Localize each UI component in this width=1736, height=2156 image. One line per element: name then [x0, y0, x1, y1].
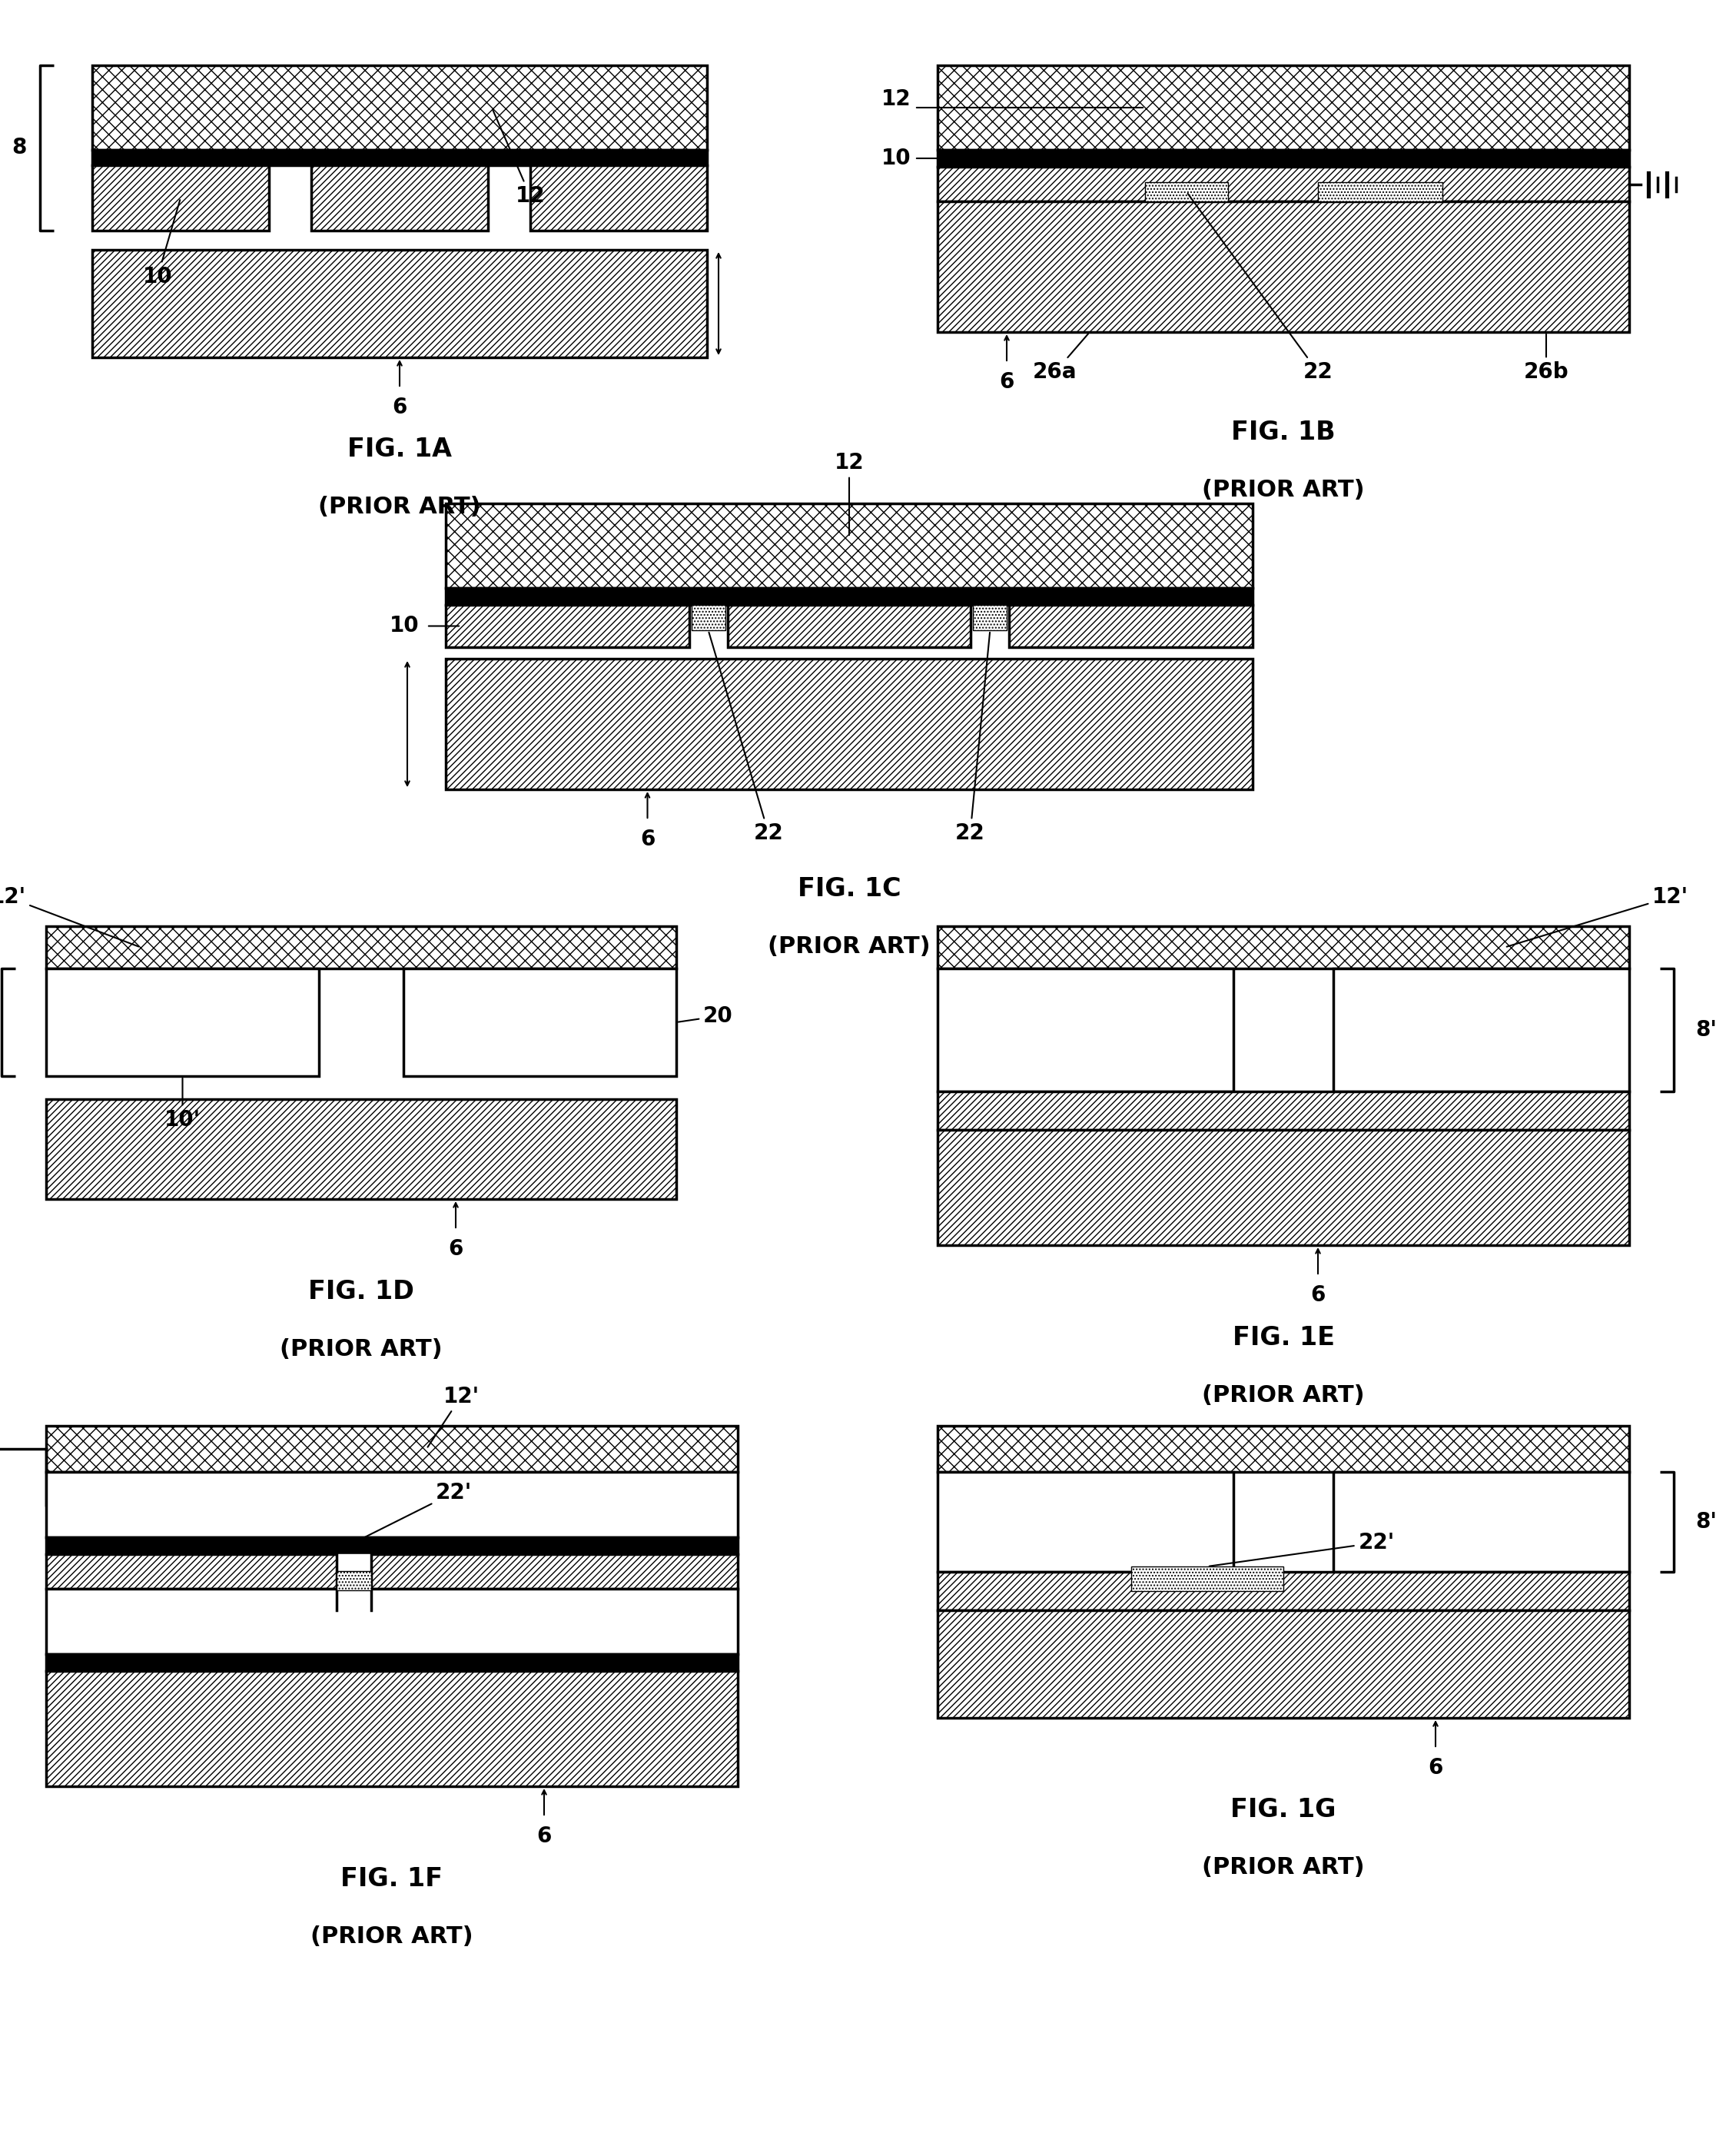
- Text: 22: 22: [955, 632, 990, 843]
- Text: FIG. 1F: FIG. 1F: [340, 1865, 443, 1891]
- Text: 26a: 26a: [1033, 334, 1088, 384]
- Bar: [1009, 606, 1253, 647]
- Text: 12': 12': [1507, 886, 1689, 946]
- Bar: [337, 1572, 372, 1591]
- Text: FIG. 1E: FIG. 1E: [1233, 1324, 1335, 1350]
- Bar: [92, 151, 707, 166]
- Text: FIG. 1B: FIG. 1B: [1231, 418, 1335, 444]
- Text: (PRIOR ART): (PRIOR ART): [279, 1337, 443, 1360]
- Bar: [47, 1100, 677, 1199]
- Bar: [937, 1611, 1628, 1718]
- Bar: [446, 660, 1253, 789]
- Bar: [47, 968, 319, 1076]
- Text: 12: 12: [880, 88, 911, 110]
- Polygon shape: [337, 1554, 372, 1611]
- Bar: [937, 1425, 1628, 1473]
- Bar: [47, 1425, 738, 1473]
- Bar: [1333, 1473, 1628, 1572]
- Bar: [937, 166, 1628, 201]
- Text: 10': 10': [165, 1078, 201, 1130]
- Text: 22': 22': [1210, 1533, 1394, 1565]
- Bar: [937, 201, 1628, 332]
- Text: 10: 10: [142, 201, 181, 287]
- Text: (PRIOR ART): (PRIOR ART): [1201, 1856, 1364, 1878]
- Bar: [92, 250, 707, 358]
- Text: 6: 6: [1000, 371, 1014, 392]
- Bar: [47, 927, 677, 968]
- Bar: [937, 1572, 1628, 1611]
- Text: FIG. 1D: FIG. 1D: [309, 1279, 415, 1304]
- Text: 8': 8': [1696, 1020, 1717, 1041]
- Bar: [974, 606, 1007, 630]
- Bar: [1318, 183, 1443, 201]
- Text: 12': 12': [0, 886, 139, 946]
- Bar: [47, 1589, 738, 1654]
- Text: (PRIOR ART): (PRIOR ART): [318, 496, 481, 517]
- Bar: [92, 65, 707, 151]
- Text: 6: 6: [448, 1238, 464, 1259]
- Bar: [311, 166, 488, 231]
- Text: 8': 8': [1696, 1511, 1717, 1533]
- Bar: [47, 1537, 738, 1554]
- Text: 8: 8: [12, 138, 26, 160]
- Text: 6: 6: [641, 828, 654, 849]
- Bar: [403, 968, 677, 1076]
- Text: 10: 10: [389, 614, 418, 636]
- Bar: [1333, 968, 1628, 1091]
- Bar: [47, 1473, 738, 1537]
- Text: 12: 12: [835, 453, 865, 535]
- Text: FIG. 1C: FIG. 1C: [797, 877, 901, 901]
- Bar: [691, 606, 726, 630]
- Text: 26b: 26b: [1524, 334, 1569, 384]
- Bar: [529, 166, 707, 231]
- Bar: [47, 1671, 738, 1787]
- Text: 22': 22': [356, 1481, 472, 1542]
- Bar: [937, 151, 1628, 166]
- Text: (PRIOR ART): (PRIOR ART): [1201, 1384, 1364, 1406]
- Bar: [937, 927, 1628, 968]
- Bar: [446, 505, 1253, 589]
- Text: 20: 20: [679, 1005, 733, 1026]
- Bar: [937, 1473, 1233, 1572]
- Text: FIG. 1G: FIG. 1G: [1231, 1798, 1337, 1822]
- Text: 22: 22: [1187, 194, 1333, 384]
- Text: 22: 22: [708, 632, 783, 843]
- Bar: [937, 1091, 1628, 1130]
- Text: 6: 6: [1311, 1285, 1325, 1307]
- Bar: [1146, 183, 1227, 201]
- Bar: [937, 1130, 1628, 1246]
- Bar: [1132, 1567, 1283, 1591]
- Text: 6: 6: [1429, 1757, 1443, 1779]
- Bar: [446, 589, 1253, 606]
- Text: (PRIOR ART): (PRIOR ART): [767, 936, 930, 957]
- Bar: [446, 606, 689, 647]
- Bar: [727, 606, 970, 647]
- Text: 6: 6: [392, 397, 406, 418]
- Bar: [937, 65, 1628, 151]
- Text: (PRIOR ART): (PRIOR ART): [1201, 479, 1364, 500]
- Text: 12: 12: [493, 110, 545, 207]
- Text: (PRIOR ART): (PRIOR ART): [311, 1925, 474, 1947]
- Text: FIG. 1A: FIG. 1A: [347, 438, 451, 461]
- Bar: [47, 1554, 738, 1589]
- Text: 10: 10: [880, 147, 911, 168]
- Bar: [47, 1654, 738, 1671]
- Bar: [937, 968, 1233, 1091]
- Text: 6: 6: [536, 1826, 552, 1848]
- Bar: [92, 166, 269, 231]
- Text: 12': 12': [427, 1386, 479, 1447]
